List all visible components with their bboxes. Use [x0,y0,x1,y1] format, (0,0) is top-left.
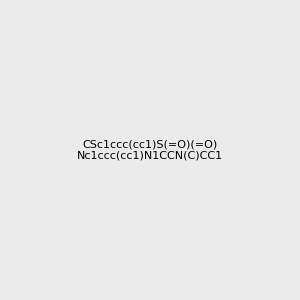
Text: CSc1ccc(cc1)S(=O)(=O)
Nc1ccc(cc1)N1CCN(C)CC1: CSc1ccc(cc1)S(=O)(=O) Nc1ccc(cc1)N1CCN(C… [77,139,223,161]
